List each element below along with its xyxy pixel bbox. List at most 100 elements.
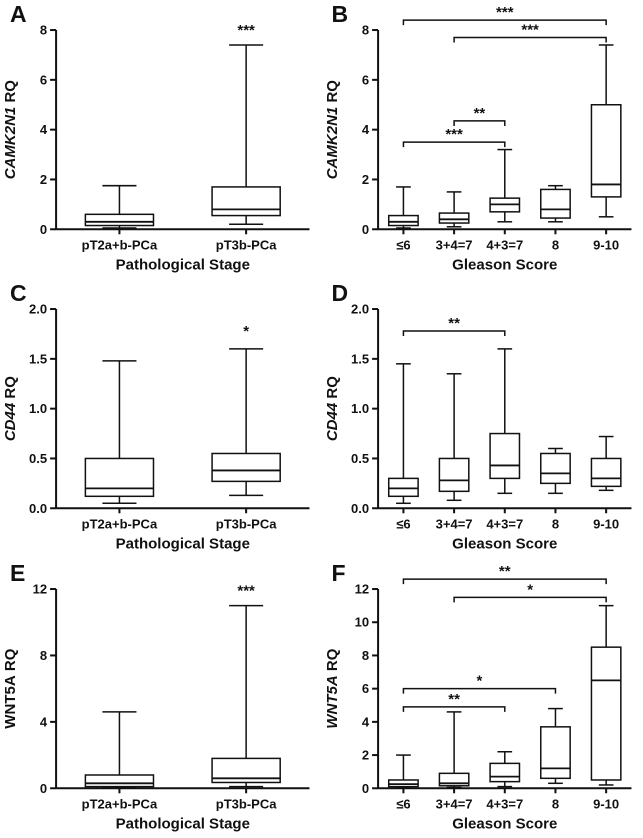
box-4+3=7 xyxy=(488,148,520,223)
significance-stars: * xyxy=(476,672,482,689)
y-tick-label: 0.5 xyxy=(29,451,47,466)
significance-stars: ** xyxy=(473,105,485,122)
significance-bracket xyxy=(402,330,506,337)
y-tick-label: 2.0 xyxy=(29,302,47,317)
significance-stars: ** xyxy=(448,691,460,708)
significance-stars: *** xyxy=(237,22,255,39)
box-9-10 xyxy=(590,436,622,492)
x-tick-label: 9-10 xyxy=(593,796,619,811)
y-axis-title: CAMK2N1 RQ xyxy=(2,80,19,180)
y-tick-label: 1.5 xyxy=(350,352,368,367)
box-pT3b-PCa xyxy=(211,44,281,226)
box-8 xyxy=(539,184,571,223)
panel-c: C 0.0 0.5 1.0 1.5 2.0 pT2a+b-PCa pT3b-PCa Patho… xyxy=(0,279,322,558)
y-tick-label: 0 xyxy=(40,780,47,795)
box-3+4=7 xyxy=(438,710,470,788)
panel-d: D 0.0 0.5 1.0 1.5 2.0 ≤6 3+4=7 4+3=7 8 9-10 Gleaso… xyxy=(322,279,643,558)
y-tick-label: 2 xyxy=(40,172,47,187)
significance-stars: ** xyxy=(498,563,510,580)
box-pT2a+b-PCa xyxy=(84,710,155,788)
x-tick-label: ≤6 xyxy=(396,237,410,252)
x-axis-title: Pathological Stage xyxy=(116,536,250,553)
panel-label-c: C xyxy=(10,280,27,307)
significance-bracket xyxy=(452,120,506,126)
y-tick-label: 8 xyxy=(361,23,368,38)
box-pT3b-PCa xyxy=(211,604,281,788)
panel-label-d: D xyxy=(331,280,349,307)
y-tick-label: 0.5 xyxy=(350,451,368,466)
y-tick-label: 6 xyxy=(361,72,368,87)
x-tick-label: pT2a+b-PCa xyxy=(82,796,158,811)
y-tick-label: 10 xyxy=(354,614,368,629)
y-tick-label: 4 xyxy=(40,714,48,729)
box-≤6 xyxy=(387,363,419,505)
x-tick-label: pT3b-PCa xyxy=(216,517,277,532)
panel-b: B 0 2 4 6 8 ≤6 3+4=7 4+3=7 8 9-10 Gleason Score CAM… xyxy=(322,0,643,279)
significance-stars: * xyxy=(243,323,249,340)
y-tick-label: 1.5 xyxy=(29,352,47,367)
y-tick-label: 4 xyxy=(361,122,369,137)
x-tick-label: 4+3=7 xyxy=(486,237,523,252)
x-tick-label: ≤6 xyxy=(396,796,410,811)
box-3+4=7 xyxy=(438,373,470,502)
box-≤6 xyxy=(387,186,419,229)
y-axis-title: CAMK2N1 RQ xyxy=(324,80,341,180)
box-3+4=7 xyxy=(438,191,470,228)
x-tick-label: 4+3=7 xyxy=(486,796,523,811)
x-tick-label: 9-10 xyxy=(593,237,619,252)
x-tick-label: pT2a+b-PCa xyxy=(82,237,158,252)
x-tick-label: 3+4=7 xyxy=(435,237,472,252)
y-tick-label: 0 xyxy=(361,780,368,795)
box-pT3b-PCa xyxy=(211,348,281,497)
x-tick-label: ≤6 xyxy=(396,517,410,532)
box-9-10 xyxy=(590,604,622,786)
boxplot-wnt5a-gleason: 0 2 4 6 8 10 12 ≤6 3+4=7 4+3=7 8 9-10 Gleason Score W… xyxy=(324,563,631,832)
y-tick-label: 6 xyxy=(40,72,47,87)
x-tick-label: 3+4=7 xyxy=(435,796,472,811)
x-tick-label: 8 xyxy=(551,237,558,252)
panel-e: E 0 4 8 12 pT2a+b-PCa pT3b-PCa Pathological St… xyxy=(0,559,322,838)
y-tick-label: 0 xyxy=(40,222,47,237)
x-tick-label: pT2a+b-PCa xyxy=(82,517,158,532)
y-tick-label: 12 xyxy=(354,581,368,596)
x-tick-label: pT3b-PCa xyxy=(216,796,277,811)
y-tick-label: 0 xyxy=(361,222,368,237)
box-4+3=7 xyxy=(488,348,520,495)
panel-label-e: E xyxy=(10,559,26,586)
y-tick-label: 4 xyxy=(361,714,369,729)
x-tick-label: pT3b-PCa xyxy=(216,237,277,252)
boxplot-cd44-stage: 0.0 0.5 1.0 1.5 2.0 pT2a+b-PCa pT3b-PCa Patholo… xyxy=(2,302,310,553)
y-tick-label: 12 xyxy=(33,581,47,596)
boxplot-camk2n1-gleason: 0 2 4 6 8 ≤6 3+4=7 4+3=7 8 9-10 Gleason Score CAMK2… xyxy=(324,4,631,273)
y-tick-label: 0.0 xyxy=(350,501,368,516)
y-tick-label: 6 xyxy=(361,681,368,696)
panel-f: F 0 2 4 6 8 10 12 ≤6 3+4=7 4+3=7 8 9-10 Gleason Scor… xyxy=(322,559,643,838)
x-axis-title: Gleason Score xyxy=(452,536,557,553)
significance-stars: *** xyxy=(496,4,514,21)
boxplot-cd44-gleason: 0.0 0.5 1.0 1.5 2.0 ≤6 3+4=7 4+3=7 8 9-10 Gleason … xyxy=(324,302,631,553)
box-4+3=7 xyxy=(488,750,520,788)
y-axis-title: WNT5A RQ xyxy=(324,648,341,728)
panel-label-a: A xyxy=(10,1,27,27)
y-tick-label: 8 xyxy=(40,23,47,38)
y-axis-title: WNT5A RQ xyxy=(2,648,19,728)
y-tick-label: 1.0 xyxy=(350,401,368,416)
x-tick-label: 3+4=7 xyxy=(435,517,472,532)
significance-bracket xyxy=(452,596,607,603)
significance-bracket xyxy=(402,687,556,694)
significance-bracket xyxy=(402,19,607,26)
significance-bracket xyxy=(402,577,607,584)
panel-label-b: B xyxy=(331,1,349,27)
panel-a: A 0 2 4 6 8 pT2a+b-PCa pT3b-PCa Pathological St… xyxy=(0,0,322,279)
box-8 xyxy=(539,707,571,784)
significance-stars: * xyxy=(527,581,533,598)
x-axis-title: Gleason Score xyxy=(452,815,557,832)
box-pT2a+b-PCa xyxy=(84,360,155,505)
y-axis-title: CD44 RQ xyxy=(324,376,341,441)
y-axis-title: CD44 RQ xyxy=(2,376,19,441)
significance-bracket xyxy=(402,705,506,712)
box-9-10 xyxy=(590,44,622,218)
boxplot-camk2n1-stage: 0 2 4 6 8 pT2a+b-PCa pT3b-PCa Pathological Stag… xyxy=(2,22,310,273)
y-tick-label: 8 xyxy=(361,648,368,663)
x-tick-label: 9-10 xyxy=(593,517,619,532)
